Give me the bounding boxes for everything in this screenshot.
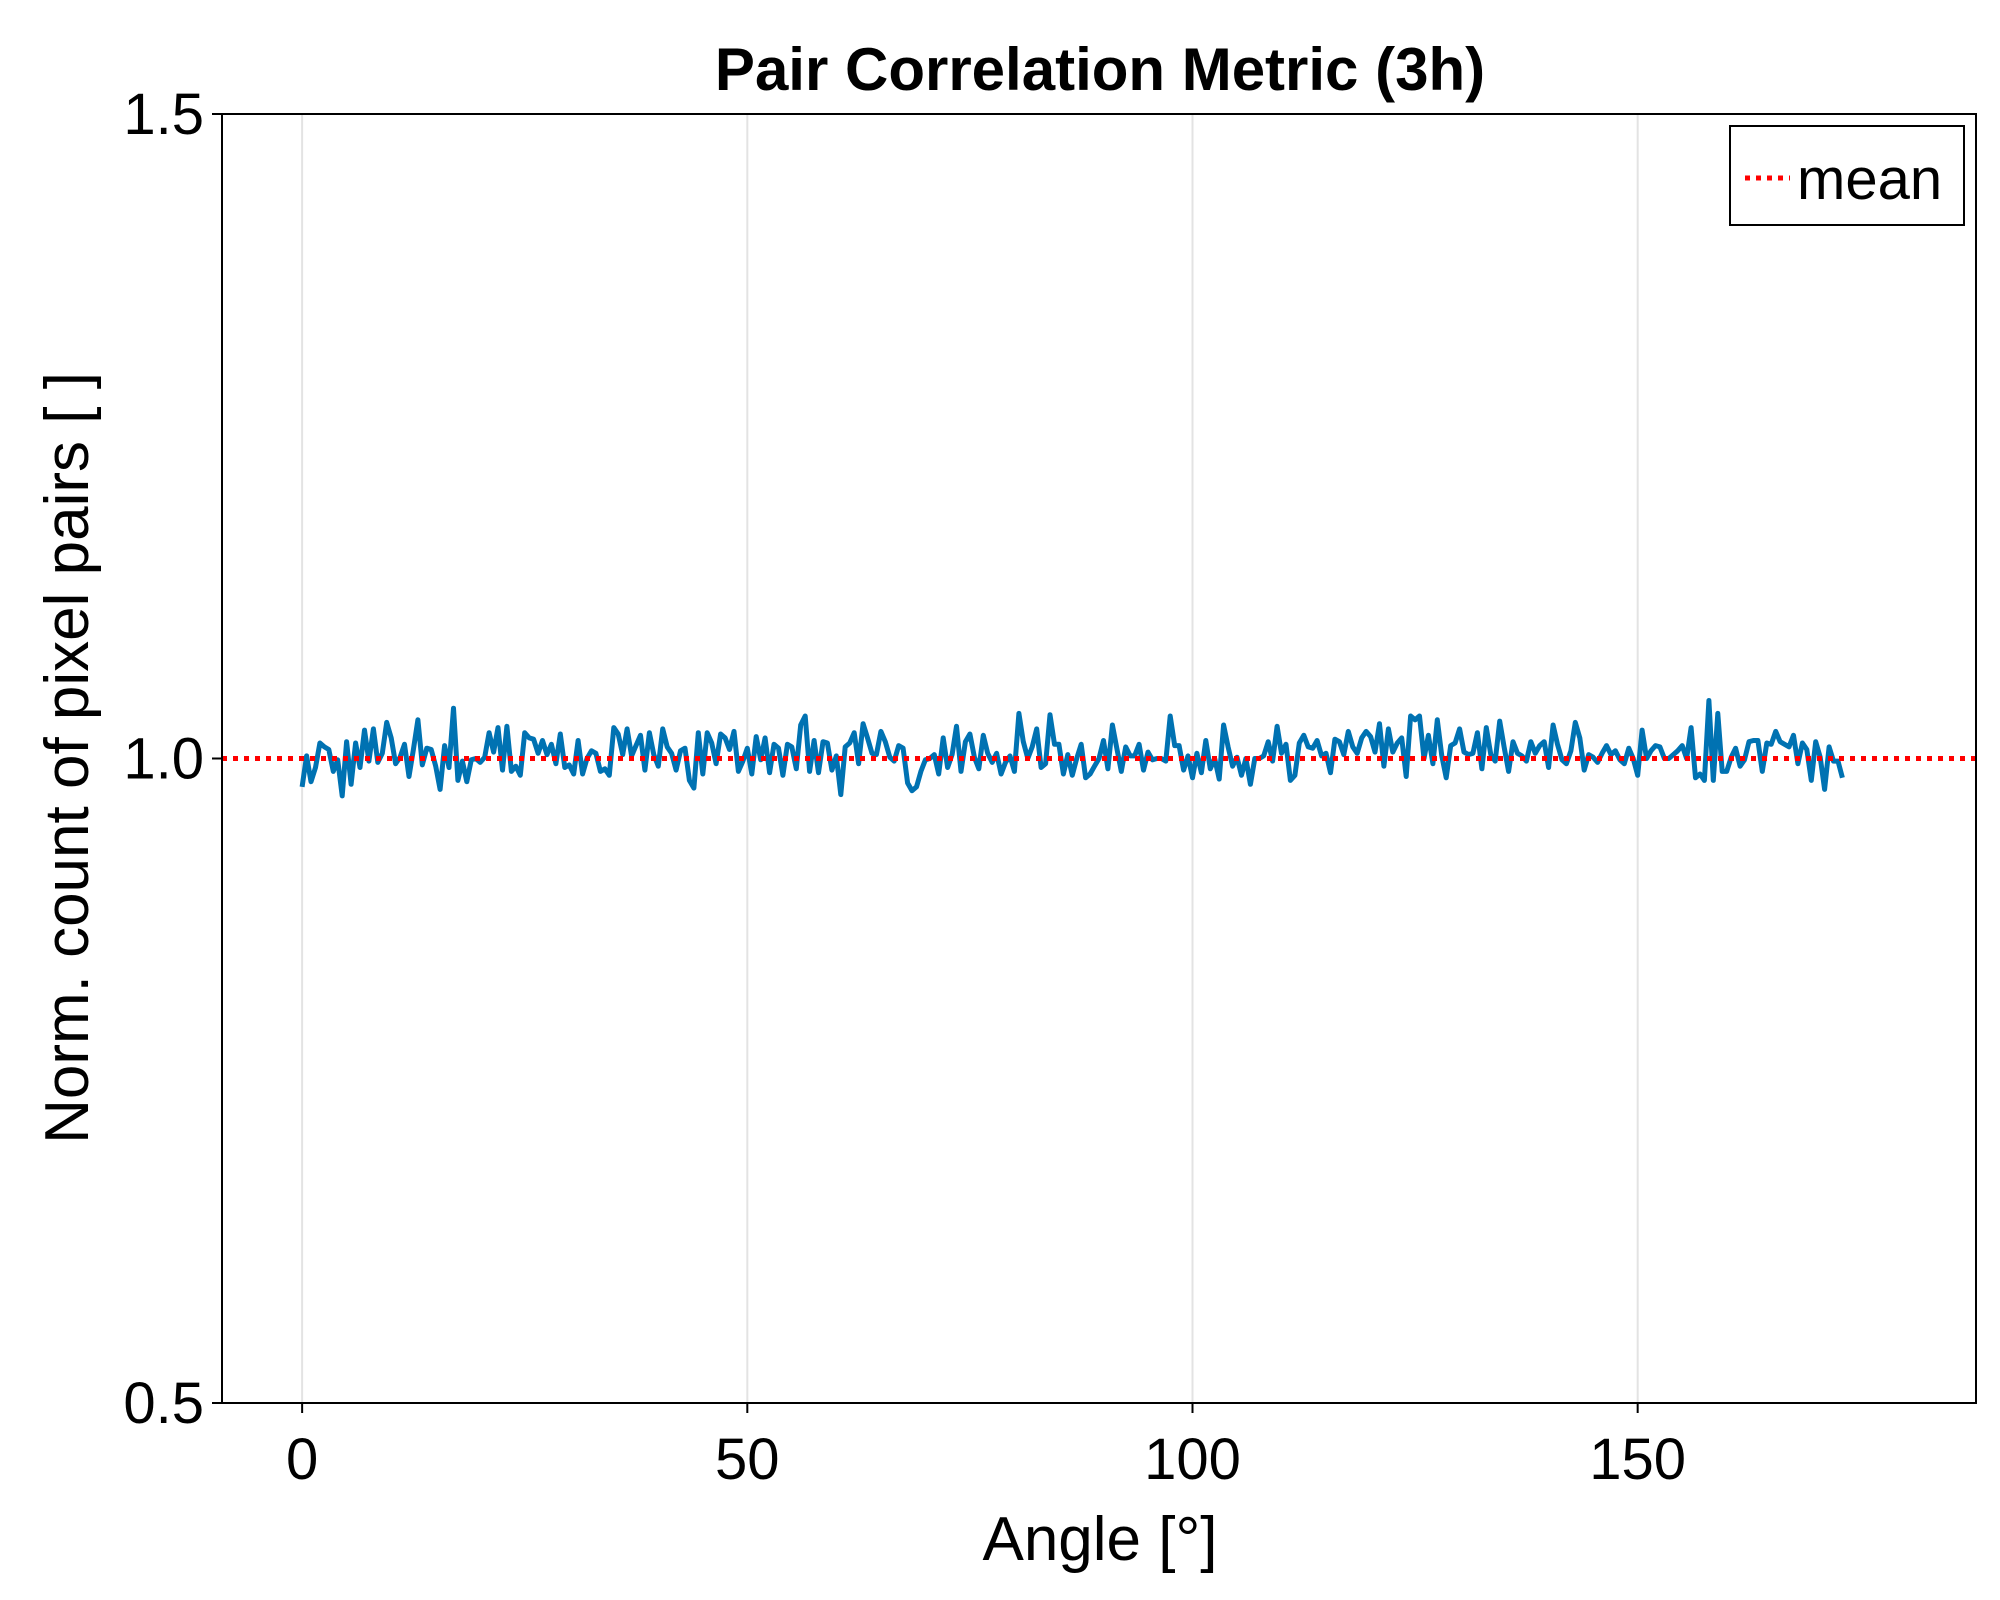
x-tick-label: 100 bbox=[1144, 1427, 1241, 1492]
axis-ticks: 0 50 100 150 0.5 1.0 1.5 bbox=[123, 82, 1686, 1492]
plot-series bbox=[222, 698, 1976, 799]
x-tick-label: 0 bbox=[286, 1427, 318, 1492]
data-line bbox=[299, 698, 1845, 799]
x-tick-label: 150 bbox=[1589, 1427, 1686, 1492]
y-axis-label: Norm. count of pixel pairs [ ] bbox=[33, 372, 102, 1144]
legend-mean-label: mean bbox=[1797, 147, 1942, 212]
legend: mean bbox=[1729, 125, 1965, 226]
x-axis-label: Angle [°] bbox=[982, 1505, 1217, 1574]
y-tick-label: 1.0 bbox=[123, 727, 204, 792]
y-tick-label: 0.5 bbox=[123, 1371, 204, 1436]
y-tick-label: 1.5 bbox=[123, 82, 204, 147]
chart-title: Pair Correlation Metric (3h) bbox=[715, 36, 1485, 103]
x-tick-label: 50 bbox=[715, 1427, 780, 1492]
